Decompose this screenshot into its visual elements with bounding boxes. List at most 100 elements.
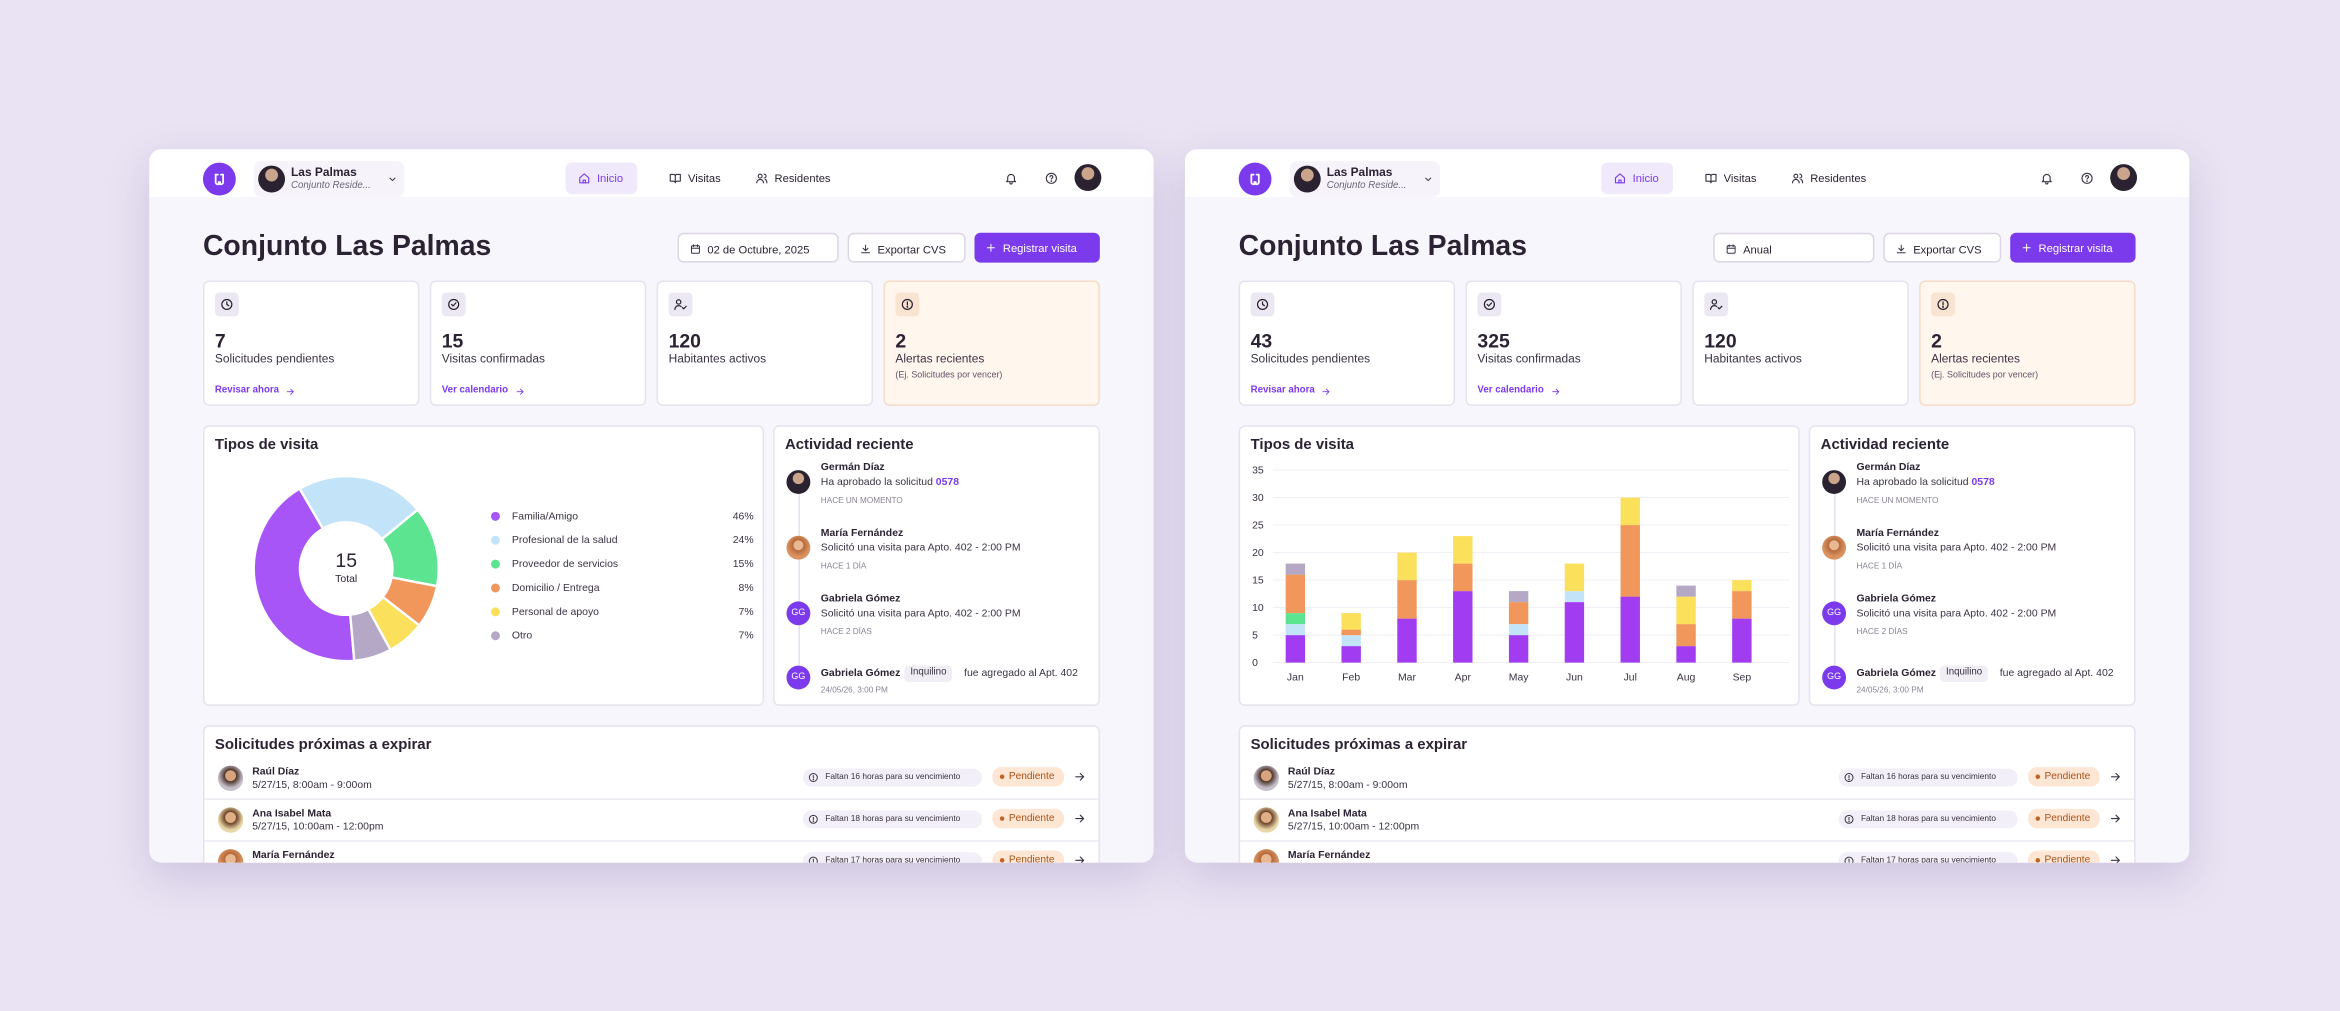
row-notice: Faltan 18 horas para su vencimiento <box>1838 810 2018 829</box>
legend-value: 7% <box>738 606 754 618</box>
bar-segment <box>1285 635 1306 663</box>
x-tick-label: Mar <box>1398 673 1416 684</box>
activity-name: Gabriela Gómez <box>1856 593 1937 605</box>
row-name: María Fernández <box>1287 850 1371 862</box>
row-avatar <box>1253 849 1279 863</box>
date-filter[interactable]: Anual <box>1713 232 1875 263</box>
nav-item[interactable]: Visitas <box>1692 163 1764 194</box>
activity-link[interactable]: 0578 <box>935 477 960 488</box>
bar-segment <box>1732 591 1752 619</box>
stat-icon <box>1704 292 1729 317</box>
visit-types-card: Tipos de visita 15 Total Familia/Amigo 46% Pr… <box>202 425 765 706</box>
date-filter[interactable]: 02 de Octubre, 2025 <box>677 232 839 263</box>
row-name: Ana Isabel Mata <box>1287 808 1367 820</box>
bar-segment <box>1285 563 1306 575</box>
community-name: Las Palmas <box>1326 165 1393 180</box>
legend-label: Familia/Amigo <box>511 511 579 522</box>
stat-link-arrow <box>286 387 294 395</box>
bar-segment <box>1620 497 1640 526</box>
stat-link[interactable]: Ver calendario <box>442 385 546 397</box>
activity-name: María Fernández <box>1856 528 1939 539</box>
stat-value: 7 <box>214 329 226 353</box>
logo[interactable] <box>1238 162 1272 196</box>
donut-chart <box>252 474 440 663</box>
bar-segment <box>1508 635 1529 663</box>
card-title: Actividad reciente <box>784 437 914 454</box>
bar-segment <box>1453 591 1473 663</box>
nav-item[interactable]: Inicio <box>565 162 638 195</box>
activity-time: HACE 1 DÍA <box>1856 562 1903 572</box>
activity-name: Germán Díaz <box>1856 462 1921 474</box>
activity-text: fue agregado al Apt. 402 <box>964 668 1078 680</box>
notice-icon <box>808 773 818 782</box>
legend-dot <box>490 607 500 617</box>
legend-value: 8% <box>738 582 754 594</box>
activity-text: Solicitó una visita para Apto. 402 - 2:0… <box>1856 543 2056 553</box>
stat-value: 2 <box>1931 329 1942 353</box>
stat-icon-glyph <box>1709 299 1723 311</box>
stat-card: 15 Visitas confirmadas Ver calendario <box>429 280 647 406</box>
activity-text-body: Ha aprobado la solicitud <box>820 477 933 488</box>
stat-card: 325 Visitas confirmadas Ver calendario <box>1465 280 1682 406</box>
export-button[interactable]: Exportar CVS <box>1883 232 2002 263</box>
stat-link[interactable]: Ver calendario <box>1477 385 1581 397</box>
x-tick-label: Aug <box>1677 673 1696 684</box>
bar-segment <box>1676 646 1696 663</box>
community-switcher[interactable]: Las Palmas Conjunto Reside... <box>1289 161 1441 197</box>
bar-segment <box>1676 596 1696 625</box>
stat-icon-glyph <box>448 298 460 311</box>
activity-text: fue agregado al Apt. 402 <box>1999 668 2114 680</box>
nav-item[interactable]: Inicio <box>1601 162 1673 195</box>
stat-label: Visitas confirmadas <box>1477 352 1581 366</box>
export-button-label: Exportar CVS <box>1913 242 1982 256</box>
stat-card: 120 Habitantes activos <box>656 280 874 406</box>
activity-time: HACE 2 DÍAS <box>1856 628 1908 638</box>
notice-icon <box>808 814 818 824</box>
register-button-icon <box>986 243 995 251</box>
notice-icon <box>1844 814 1854 824</box>
date-filter-label: Anual <box>1743 242 1772 256</box>
activity-tag: Inquilino <box>904 665 953 683</box>
stat-label: Habitantes activos <box>1704 352 1802 366</box>
bar-chart: 0 5 10 15 20 25 30 35 Jan Feb Mar Apr May Jun Jul Aug Se… <box>1252 466 1790 684</box>
row-time: 5/27/15, 8:00am - 9:00om <box>1287 780 1408 791</box>
register-button[interactable]: Registrar visita <box>2010 232 2136 263</box>
community-switcher[interactable]: Las Palmas Conjunto Reside... <box>253 161 405 197</box>
logo[interactable] <box>202 162 236 196</box>
stat-value: 325 <box>1477 329 1510 353</box>
register-button-label: Registrar visita <box>2038 241 2113 255</box>
donut-segment <box>252 487 356 663</box>
stat-link-arrow <box>1552 387 1560 395</box>
bar-segment <box>1564 591 1585 603</box>
legend-value: 7% <box>738 630 754 641</box>
activity-tag: Inquilino <box>1940 665 1989 683</box>
nav-item[interactable]: Residentes <box>743 163 833 194</box>
card-title: Actividad reciente <box>1820 437 1950 454</box>
stat-link-label: Ver calendario <box>1477 385 1544 396</box>
stat-value: 43 <box>1250 329 1273 353</box>
stat-label: Solicitudes pendientes <box>214 352 335 366</box>
notice-icon <box>1844 856 1854 863</box>
activity-text-body: Solicitó una visita para Apto. 402 - 2:0… <box>1856 543 2057 554</box>
x-tick-label: Apr <box>1455 673 1472 684</box>
activity-time: HACE UN MOMENTO <box>820 496 903 506</box>
export-button[interactable]: Exportar CVS <box>847 232 966 263</box>
row-name: Raúl Díaz <box>1287 767 1335 778</box>
register-button[interactable]: Registrar visita <box>974 232 1100 263</box>
nav-item[interactable]: Visitas <box>657 163 729 194</box>
timeline-line <box>1833 493 1835 666</box>
activity-name: Gabriela Gómez <box>820 668 901 680</box>
activity-link[interactable]: 0578 <box>1971 477 1995 488</box>
nav-icon <box>756 173 768 184</box>
page-title: Conjunto Las Palmas <box>1238 231 1527 263</box>
activity-avatar <box>786 535 811 560</box>
stat-link[interactable]: Revisar ahora <box>1251 385 1355 397</box>
row-notice: Faltan 16 horas para su vencimiento <box>802 768 982 787</box>
status-label: Pendiente <box>1008 854 1055 863</box>
bar-segment <box>1732 618 1752 663</box>
nav-item[interactable]: Residentes <box>1779 163 1869 194</box>
stat-icon-glyph <box>1937 298 1949 311</box>
stat-note: (Ej. Solicitudes por vencer) <box>895 371 1003 381</box>
stat-link[interactable]: Revisar ahora <box>215 385 319 397</box>
